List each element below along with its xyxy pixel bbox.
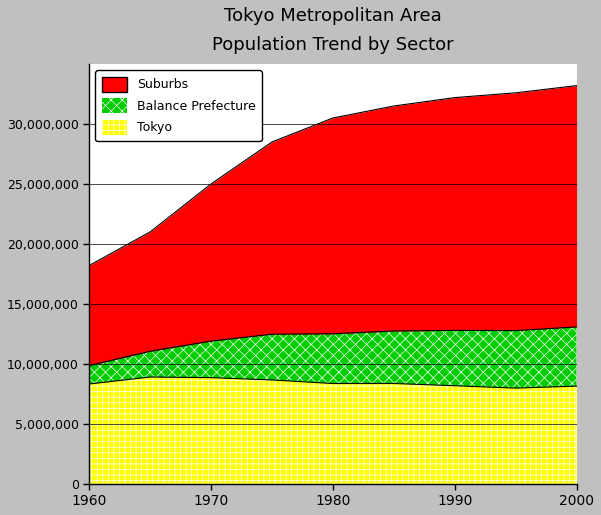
Legend: Suburbs, Balance Prefecture, Tokyo: Suburbs, Balance Prefecture, Tokyo <box>96 70 262 141</box>
Title: Tokyo Metropolitan Area
Population Trend by Sector: Tokyo Metropolitan Area Population Trend… <box>212 7 454 54</box>
